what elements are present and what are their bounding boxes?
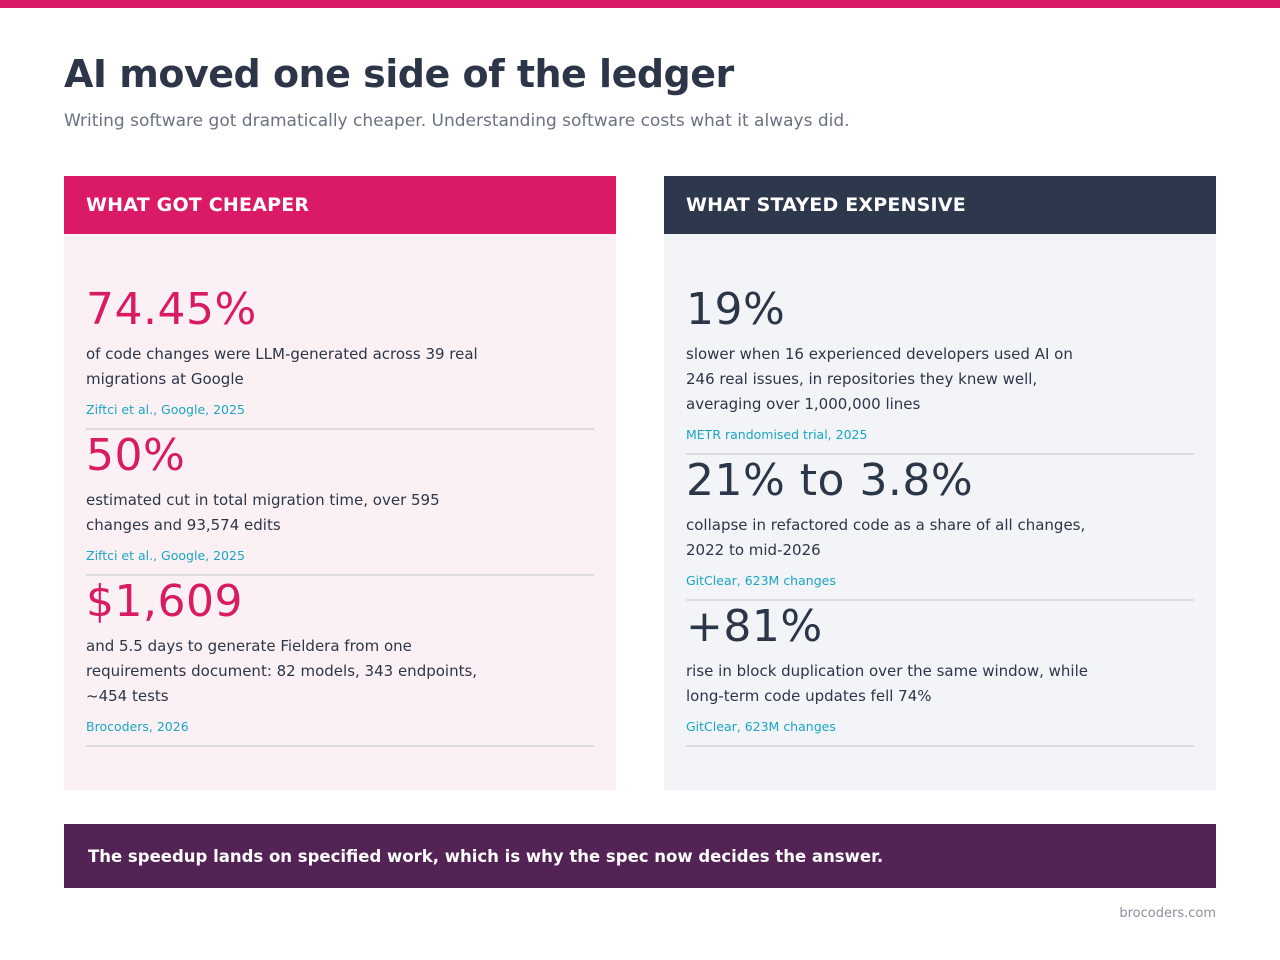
stat-description: estimated cut in total migration time, o… (86, 491, 440, 534)
stat-card: 21% to 3.8% collapse in refactored code … (686, 455, 1194, 601)
stat-source: Brocoders, 2026 (86, 719, 189, 734)
expensive-panel-heading: WHAT STAYED EXPENSIVE (664, 176, 1216, 234)
stat-card: +81% rise in block duplication over the … (686, 601, 1194, 747)
stat-description: rise in block duplication over the same … (686, 662, 1088, 705)
stat-value: $1,609 (86, 576, 243, 627)
cheaper-stat-list: 74.45% of code changes were LLM-generate… (64, 234, 616, 747)
stat-value: 21% to 3.8% (686, 455, 974, 506)
page-title: AI moved one side of the ledger (64, 52, 734, 96)
stat-card: 50% estimated cut in total migration tim… (86, 430, 594, 576)
stat-source: Ziftci et al., Google, 2025 (86, 402, 245, 417)
stat-source: GitClear, 623M changes (686, 573, 836, 588)
stat-description: of code changes were LLM-generated acros… (86, 345, 478, 388)
stat-source: METR randomised trial, 2025 (686, 427, 868, 442)
stat-value: 74.45% (86, 284, 257, 335)
page-subtitle: Writing software got dramatically cheape… (64, 111, 850, 131)
stat-card: 19% slower when 16 experienced developer… (686, 284, 1194, 455)
stat-card: $1,609 and 5.5 days to generate Fieldera… (86, 576, 594, 747)
expensive-stat-list: 19% slower when 16 experienced developer… (664, 234, 1216, 747)
takeaway-banner: The speedup lands on specified work, whi… (64, 824, 1216, 888)
stat-description: collapse in refactored code as a share o… (686, 516, 1086, 559)
site-url: brocoders.com (1119, 906, 1216, 921)
stat-source: GitClear, 623M changes (686, 719, 836, 734)
cheaper-panel: WHAT GOT CHEAPER 74.45% of code changes … (64, 176, 616, 790)
stat-value: 50% (86, 430, 186, 481)
top-accent-bar (0, 0, 1280, 8)
stat-value: 19% (686, 284, 786, 335)
expensive-panel: WHAT STAYED EXPENSIVE 19% slower when 16… (664, 176, 1216, 790)
stat-source: Ziftci et al., Google, 2025 (86, 548, 245, 563)
cheaper-panel-heading: WHAT GOT CHEAPER (64, 176, 616, 234)
stat-description: slower when 16 experienced developers us… (686, 345, 1073, 413)
stat-value: +81% (686, 601, 823, 652)
stat-description: and 5.5 days to generate Fieldera from o… (86, 637, 478, 705)
stat-card: 74.45% of code changes were LLM-generate… (86, 284, 594, 430)
